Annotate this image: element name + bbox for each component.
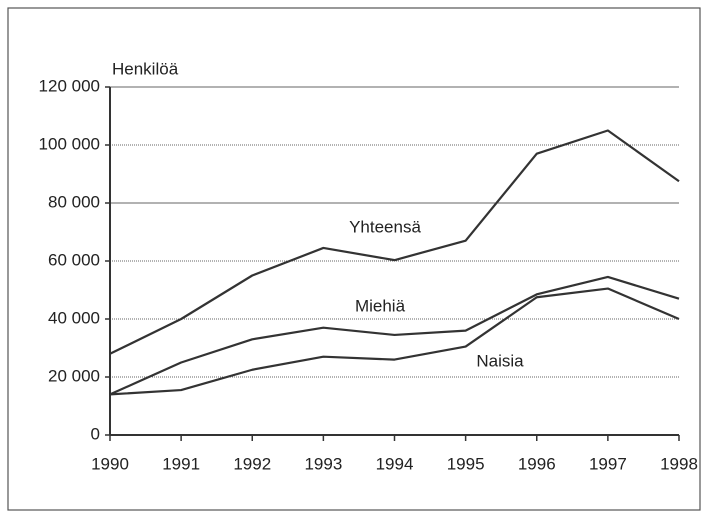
series-label: Yhteensä	[349, 217, 421, 236]
y-tick-label: 100 000	[39, 134, 100, 153]
y-tick-label: 120 000	[39, 76, 100, 95]
series-line	[109, 287, 680, 396]
x-tick-label: 1992	[233, 454, 271, 473]
series-label: Miehiä	[355, 296, 406, 315]
y-tick-label: 40 000	[48, 308, 100, 327]
x-tick-label: 1997	[589, 454, 627, 473]
x-tick-label: 1998	[660, 454, 698, 473]
y-tick-label: 80 000	[48, 192, 100, 211]
x-tick-label: 1991	[162, 454, 200, 473]
series-label: Naisia	[476, 351, 524, 370]
x-tick-label: 1990	[91, 454, 129, 473]
x-tick-label: 1993	[304, 454, 342, 473]
x-tick-label: 1995	[447, 454, 485, 473]
y-tick-label: 0	[91, 424, 100, 443]
series-line	[109, 275, 680, 396]
frame	[7, 7, 701, 511]
x-tick-label: 1994	[376, 454, 414, 473]
y-tick-label: 20 000	[48, 366, 100, 385]
series-line	[109, 129, 680, 355]
y-axis-label: Henkilöä	[112, 59, 179, 78]
x-tick-label: 1996	[518, 454, 556, 473]
y-tick-label: 60 000	[48, 250, 100, 269]
